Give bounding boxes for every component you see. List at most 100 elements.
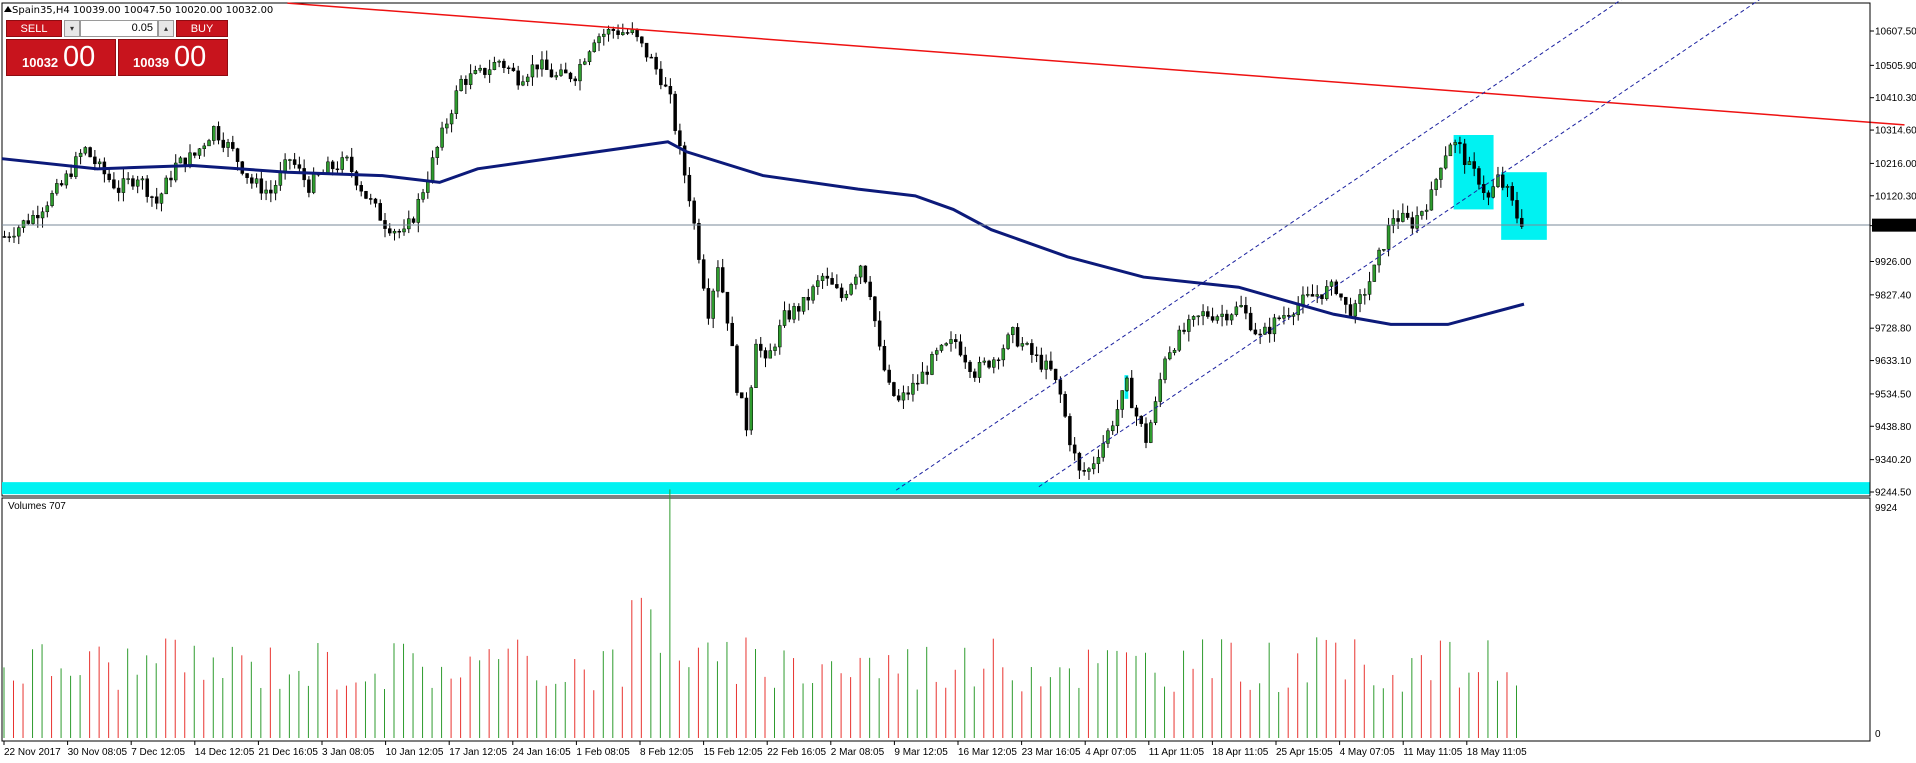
support-zone-band[interactable] [2, 482, 1870, 495]
time-tick-label: 9 Mar 12:05 [894, 747, 948, 758]
channel-lower-line[interactable] [1038, 0, 1810, 488]
candle-body [64, 173, 69, 186]
candle-body [36, 215, 40, 219]
candle-body [1267, 326, 1272, 335]
candle-body [1110, 425, 1115, 432]
candle-body [1011, 327, 1015, 336]
candle-body [778, 325, 782, 348]
candle-body [697, 223, 701, 260]
candle-body [459, 78, 463, 91]
candle-body [1329, 281, 1334, 287]
candle-body [169, 177, 173, 181]
candle-body [1396, 218, 1400, 222]
resistance-trendline[interactable] [287, 2, 1905, 126]
candle-body [59, 183, 64, 186]
candle-body [1063, 393, 1067, 417]
candle-body [226, 142, 230, 148]
candle-body [359, 185, 363, 192]
candle-body [792, 306, 796, 320]
candle-body [820, 275, 825, 281]
candle-body [1244, 305, 1248, 314]
lot-size-field[interactable]: 0.05 [80, 20, 158, 37]
candle-body [1134, 407, 1139, 417]
candle-body [1363, 294, 1367, 296]
candle-body [635, 29, 639, 38]
time-tick-label: 25 Apr 15:05 [1276, 747, 1333, 758]
candle-body [1367, 281, 1372, 295]
candle-body [949, 339, 953, 344]
candle-body [1153, 401, 1158, 423]
highlight-zone[interactable] [1501, 172, 1547, 240]
candle-body [540, 59, 544, 70]
chart-symbol-info: Spain35,H4 10039.00 10047.50 10020.00 10… [12, 5, 273, 16]
candle-body [326, 161, 330, 173]
candle-body [397, 230, 402, 233]
candle-body [454, 90, 459, 114]
time-tick-label: 14 Dec 12:05 [195, 747, 255, 758]
candle-body [1253, 329, 1258, 335]
candle-body [283, 159, 287, 172]
candle-body [749, 387, 753, 431]
candle-body [402, 228, 406, 233]
candle-body [259, 178, 264, 194]
candle-body [659, 68, 663, 86]
candle-body [877, 320, 882, 347]
candle-body [754, 343, 758, 388]
candle-body [1006, 334, 1010, 349]
candle-body [559, 69, 563, 76]
buy-price-pips: 00 [174, 41, 207, 73]
candle-body [535, 64, 539, 70]
candle-body [573, 78, 577, 82]
candle-body [835, 284, 839, 289]
candle-body [521, 81, 525, 86]
candle-body [1072, 444, 1077, 454]
candle-body [1049, 360, 1053, 370]
candle-body [621, 32, 625, 35]
channel-upper-line[interactable] [895, 0, 1676, 491]
candle-body [1391, 218, 1396, 226]
candle-body [1472, 161, 1476, 169]
lot-increase-button[interactable]: ▴ [158, 20, 174, 37]
collapse-triangle-icon[interactable] [4, 6, 12, 12]
candle-body [1405, 212, 1410, 218]
time-tick-label: 18 May 11:05 [1467, 747, 1527, 758]
candle-body [682, 145, 687, 176]
price-pane [1, 2, 1871, 497]
candle-body [1448, 144, 1453, 157]
candle-body [1496, 174, 1500, 187]
candle-body [1225, 313, 1229, 321]
candle-body [216, 126, 221, 141]
candle-body [944, 343, 948, 346]
candle-body [854, 276, 858, 285]
candle-body [335, 168, 340, 171]
candle-body [825, 275, 830, 279]
candle-body [50, 193, 54, 206]
candle-body [1077, 452, 1082, 471]
buy-price-button[interactable]: 10039 00 [118, 39, 228, 76]
candle-body [583, 61, 587, 65]
candle-body [1182, 329, 1186, 332]
candle-body [797, 306, 801, 312]
sell-button[interactable]: SELL [6, 20, 62, 37]
candle-body [758, 343, 763, 351]
candle-body [506, 67, 511, 69]
candle-body [863, 265, 868, 283]
candle-body [673, 93, 677, 131]
time-tick-label: 11 May 11:05 [1403, 747, 1463, 758]
candle-body [1248, 312, 1253, 331]
candle-body [292, 159, 297, 165]
price-tick-label: 9827.40 [1875, 290, 1912, 301]
candle-body [392, 230, 397, 234]
candle-body [1505, 186, 1510, 188]
candle-body [1206, 311, 1210, 317]
buy-button[interactable]: BUY [176, 20, 228, 37]
candle-body [920, 371, 925, 384]
moving-average-line[interactable] [1, 140, 1525, 326]
sell-price-button[interactable]: 10032 00 [6, 39, 116, 76]
lot-decrease-button[interactable]: ▾ [64, 20, 80, 37]
candle-body [1477, 168, 1481, 185]
candle-body [844, 293, 849, 299]
price-tick-label: 10120.30 [1875, 191, 1916, 202]
time-tick-label: 3 Jan 08:05 [322, 747, 375, 758]
